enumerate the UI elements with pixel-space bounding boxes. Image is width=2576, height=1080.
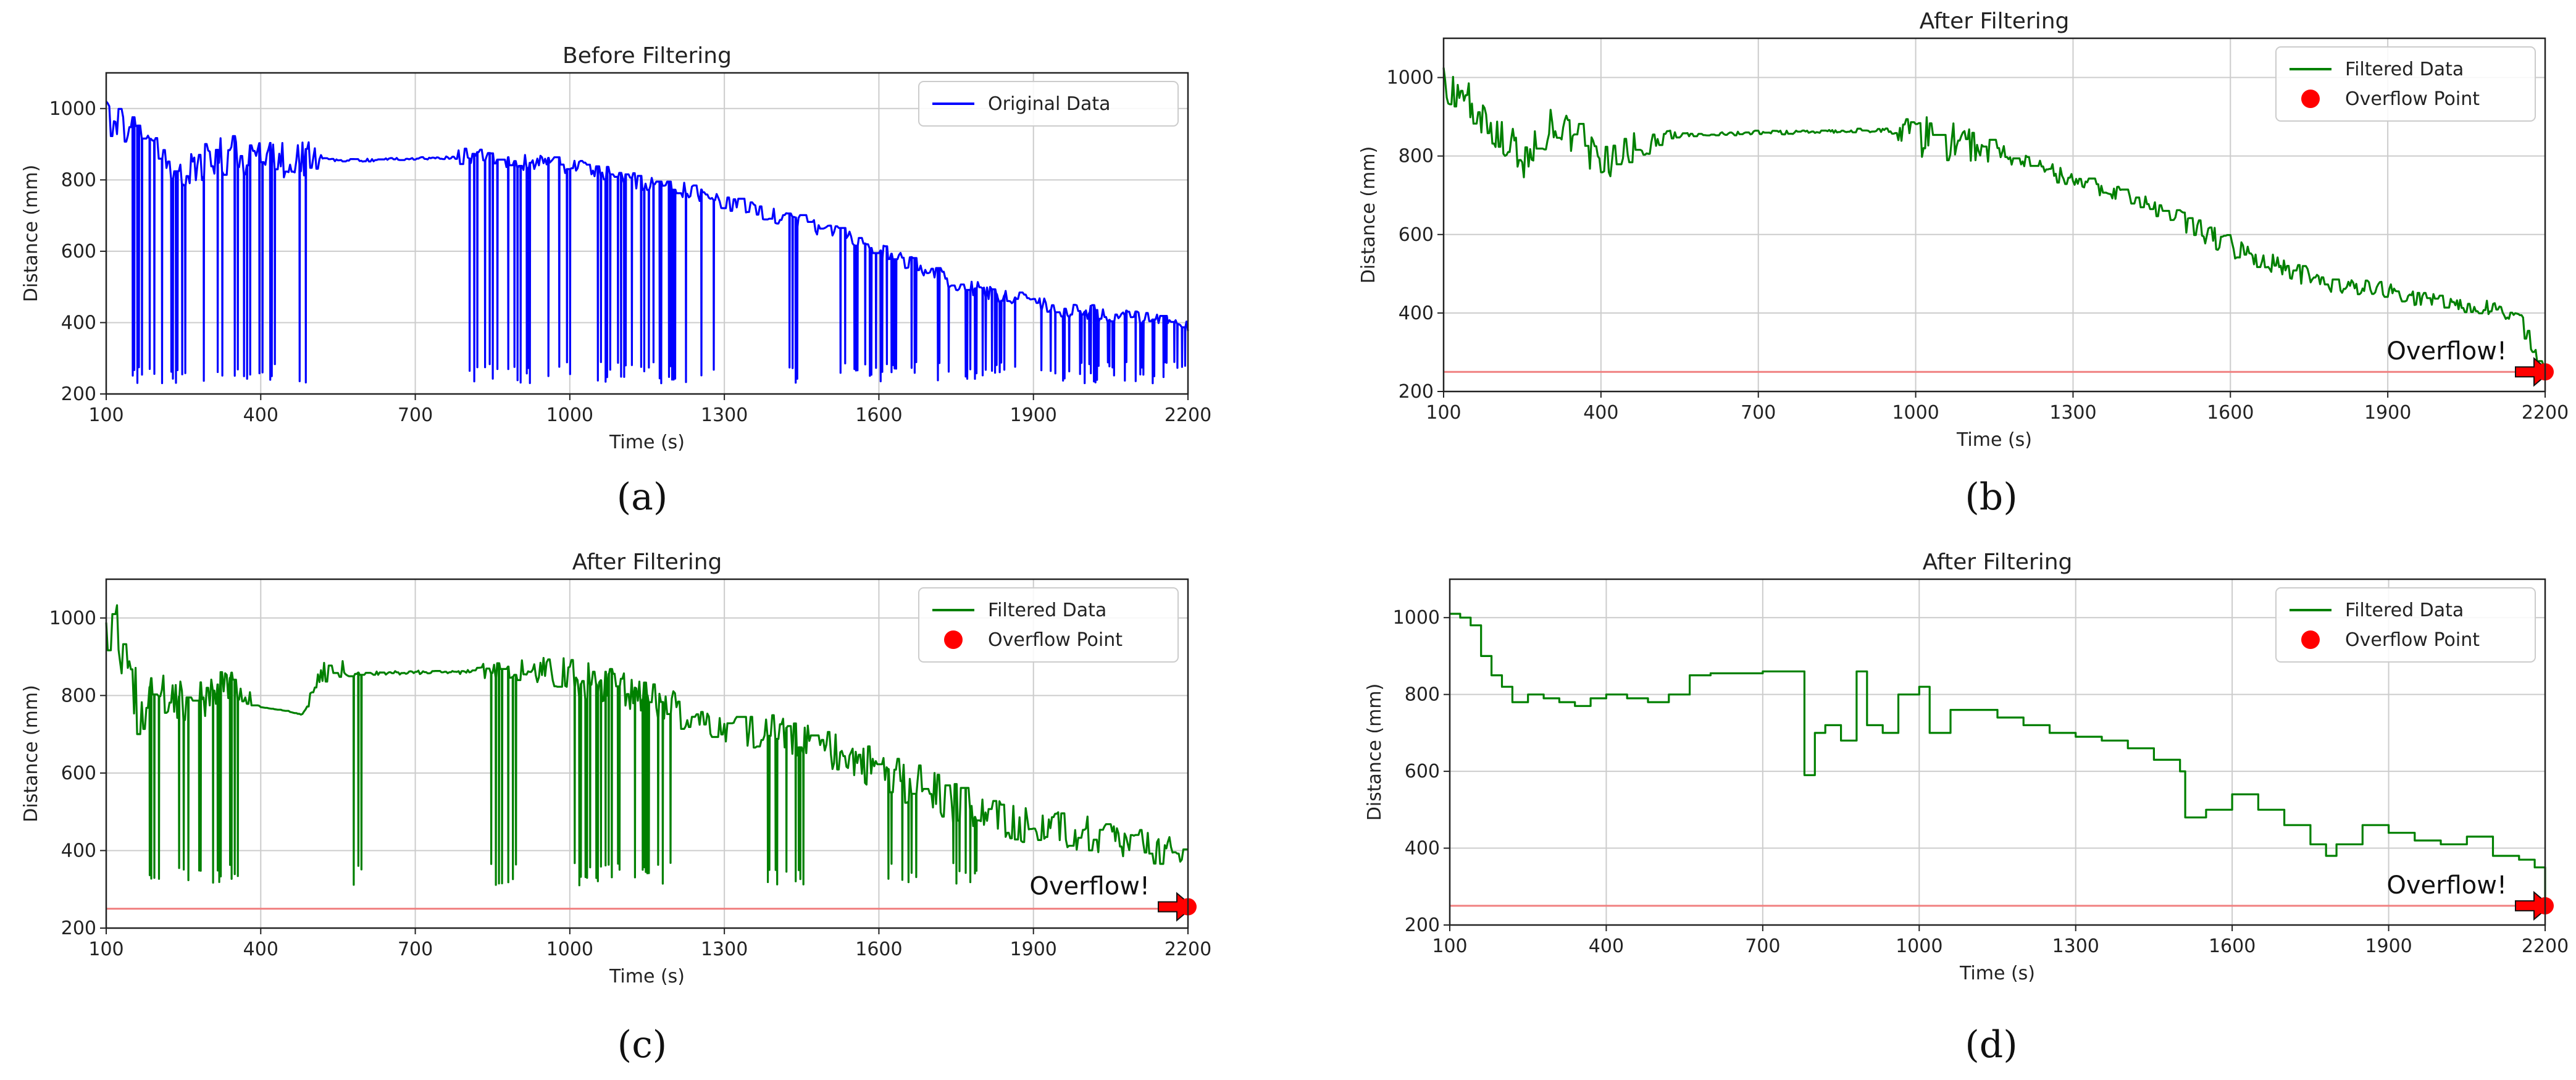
x-tick-label: 1300 — [2052, 936, 2099, 957]
series-line-filtered-data — [1450, 613, 2546, 906]
y-axis-label: Distance (mm) — [20, 685, 42, 823]
legend-box — [2275, 46, 2536, 122]
x-tick-label: 100 — [1432, 936, 1467, 957]
overflow-label: Overflow! — [2386, 871, 2507, 900]
legend-box — [918, 81, 1179, 127]
x-tick-label: 1300 — [2049, 402, 2096, 424]
series-line-filtered-data — [105, 604, 1188, 887]
x-tick-label: 100 — [1426, 402, 1461, 424]
x-tick-label: 700 — [398, 404, 433, 426]
y-tick-label: 400 — [61, 840, 96, 861]
y-tick-label: 600 — [1405, 761, 1440, 782]
x-axis-label: Time (s) — [1959, 963, 2035, 984]
legend-entry-label: Filtered Data — [2345, 59, 2464, 80]
y-tick-label: 200 — [61, 383, 96, 405]
legend-box — [2275, 587, 2536, 663]
legend-marker-overflow — [2301, 90, 2320, 108]
chart-title: After Filtering — [1923, 550, 2073, 575]
x-tick-label: 1900 — [2365, 936, 2412, 957]
legend-marker-overflow — [2301, 630, 2320, 649]
chart-panel-b: Overflow! 100 400 700 1000 1300 1600 1900 2200 20… — [1358, 9, 2569, 519]
legend-entry-label: Overflow Point — [2345, 88, 2480, 110]
y-tick-label: 800 — [1405, 684, 1440, 706]
panel-caption: (d) — [1965, 1023, 2017, 1066]
x-axis-label: Time (s) — [1956, 429, 2032, 451]
legend-entry-label: Filtered Data — [988, 600, 1106, 621]
y-tick-label: 1000 — [1393, 607, 1440, 629]
y-tick-label: 200 — [61, 918, 96, 939]
chart-panel-c: Overflow! 100 400 700 1000 1300 1600 1900 2200 20… — [20, 550, 1211, 1066]
x-tick-label: 100 — [88, 404, 123, 426]
y-tick-label: 600 — [61, 241, 96, 262]
chart-panel-d: Overflow! 100 400 700 1000 1300 1600 1900 2200 20… — [1364, 550, 2569, 1066]
y-tick-label: 600 — [61, 763, 96, 784]
plot-frame — [105, 578, 1189, 929]
x-tick-label: 2200 — [2522, 402, 2569, 424]
legend-entry-label: Original Data — [988, 93, 1111, 115]
y-tick-label: 400 — [1405, 838, 1440, 860]
x-tick-label: 1600 — [2207, 402, 2254, 424]
x-tick-label: 700 — [1745, 936, 1780, 957]
legend-box — [918, 587, 1179, 663]
x-tick-label: 100 — [88, 939, 123, 960]
chart-title: After Filtering — [1920, 9, 2070, 34]
x-tick-label: 400 — [243, 404, 278, 426]
y-tick-label: 800 — [1399, 146, 1434, 167]
y-axis-label: Distance (mm) — [1358, 146, 1379, 284]
y-tick-label: 600 — [1399, 224, 1434, 246]
y-axis-label: Distance (mm) — [20, 165, 42, 303]
plot-frame — [1449, 578, 2546, 926]
plot-frame — [105, 72, 1189, 395]
y-tick-label: 200 — [1399, 381, 1434, 403]
x-tick-label: 1000 — [546, 404, 593, 426]
legend-marker-overflow — [944, 630, 963, 649]
x-tick-label: 400 — [1589, 936, 1624, 957]
x-tick-label: 1900 — [2364, 402, 2411, 424]
y-tick-label: 400 — [61, 312, 96, 333]
x-tick-label: 1000 — [546, 939, 593, 960]
x-tick-label: 2200 — [2522, 936, 2569, 957]
x-tick-label: 2200 — [1165, 939, 1211, 960]
overflow-label: Overflow! — [1029, 872, 1150, 900]
y-tick-label: 1000 — [49, 98, 96, 120]
x-tick-label: 1900 — [1010, 939, 1057, 960]
x-tick-label: 1000 — [1892, 402, 1939, 424]
chart-title: After Filtering — [572, 550, 722, 575]
series-line-original-data — [105, 101, 1189, 385]
x-tick-label: 1000 — [1896, 936, 1942, 957]
panel-caption: (a) — [617, 475, 668, 519]
x-tick-label: 1300 — [701, 404, 748, 426]
y-tick-label: 1000 — [49, 608, 96, 629]
y-tick-label: 800 — [61, 685, 96, 706]
series-line-filtered-data — [1442, 67, 2545, 367]
x-tick-label: 700 — [1741, 402, 1776, 424]
y-tick-label: 800 — [61, 169, 96, 191]
x-tick-label: 1600 — [855, 404, 902, 426]
plot-frame — [1442, 37, 2546, 393]
y-axis-label: Distance (mm) — [1364, 684, 1386, 821]
x-tick-label: 1600 — [855, 939, 902, 960]
x-tick-label: 400 — [243, 939, 278, 960]
legend-entry-label: Filtered Data — [2345, 600, 2464, 621]
panel-caption: (c) — [617, 1023, 667, 1066]
y-tick-label: 200 — [1405, 915, 1440, 936]
legend-entry-label: Overflow Point — [2345, 629, 2480, 651]
chart-title: Before Filtering — [562, 43, 732, 69]
x-tick-label: 2200 — [1165, 404, 1211, 426]
overflow-label: Overflow! — [2386, 337, 2507, 366]
x-axis-label: Time (s) — [609, 966, 685, 987]
y-tick-label: 1000 — [1387, 67, 1434, 89]
x-tick-label: 400 — [1583, 402, 1618, 424]
x-tick-label: 1900 — [1010, 404, 1057, 426]
chart-panel-a: 100 400 700 1000 1300 1600 1900 2200 200 400 600 80… — [20, 43, 1211, 519]
y-tick-label: 400 — [1399, 303, 1434, 324]
x-tick-label: 1600 — [2209, 936, 2256, 957]
x-tick-label: 700 — [398, 939, 433, 960]
x-tick-label: 1300 — [701, 939, 748, 960]
legend-entry-label: Overflow Point — [988, 629, 1123, 651]
panel-caption: (b) — [1965, 475, 2017, 519]
x-axis-label: Time (s) — [609, 432, 685, 453]
